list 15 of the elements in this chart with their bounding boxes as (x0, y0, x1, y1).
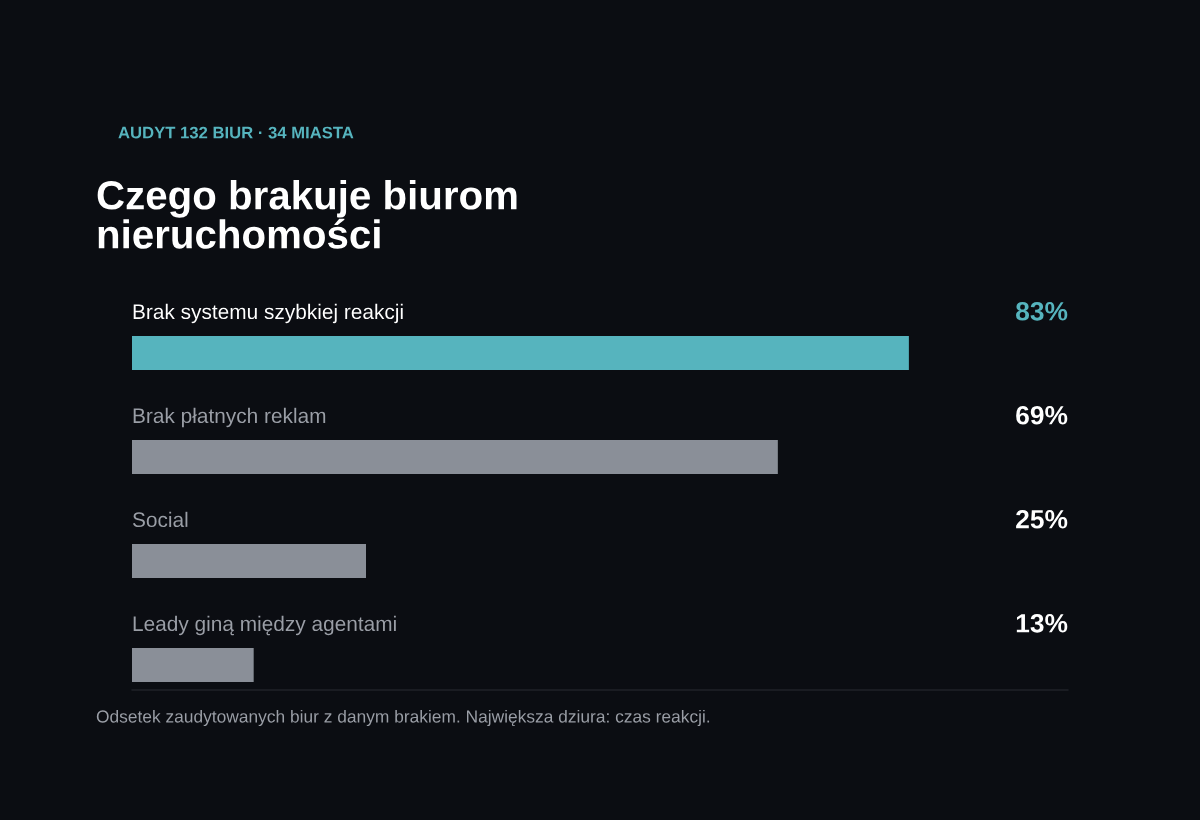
data-label: 83% (1016, 301, 1068, 321)
bar (132, 544, 366, 579)
bar (132, 440, 778, 475)
data-label: 13% (1016, 613, 1068, 633)
data-label: 69% (1016, 405, 1068, 425)
y-tick-label: Social (132, 511, 188, 528)
y-tick-label: Brak płatnych reklam (133, 407, 326, 428)
data-label: 25% (1016, 509, 1068, 529)
bar (132, 336, 909, 371)
text: Odsetek zaudytowanych biur z danym brakiem. Największa dziura: czas reakcji. (96, 709, 710, 727)
y-tick-label: Leady giną między agentami (133, 615, 396, 636)
y-tick-label: Brak systemu szybkiej reakcji (133, 303, 403, 324)
chart-title: Czego brakuje biurom nieruchomości (97, 180, 517, 249)
bar (132, 648, 254, 683)
chart-subtitle: AUDYT 132 BIUR · 34 MIASTA (118, 126, 354, 139)
